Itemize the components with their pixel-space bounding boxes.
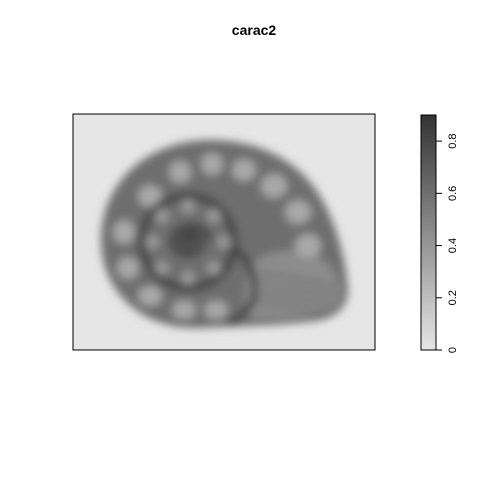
whorl-ribs (251, 271, 341, 315)
colorbar-tick-label: 0.4 (447, 238, 459, 253)
colorbar-scale (421, 115, 436, 350)
colorbar: 0 0.2 0.4 0.6 0.8 (420, 114, 459, 353)
heatmap-panel (72, 113, 376, 351)
whorl-seam (226, 247, 258, 325)
colorbar-tick-label: 0.6 (447, 186, 459, 201)
outer-chambers (113, 153, 321, 319)
snail-shell-image (100, 140, 349, 329)
middle-whorl (137, 191, 239, 293)
colorbar-tick-label: 0 (447, 347, 459, 353)
chart-title: carac2 (232, 22, 277, 38)
heatmap-frame (72, 113, 376, 351)
colorbar-tick-label: 0.2 (447, 290, 459, 305)
inner-spiral (169, 223, 213, 258)
colorbar-frame (420, 114, 437, 351)
colorbar-tick-label: 0.8 (447, 133, 459, 148)
colorbar-ticks: 0 0.2 0.4 0.6 0.8 (436, 133, 459, 353)
middle-chambers (145, 199, 231, 285)
